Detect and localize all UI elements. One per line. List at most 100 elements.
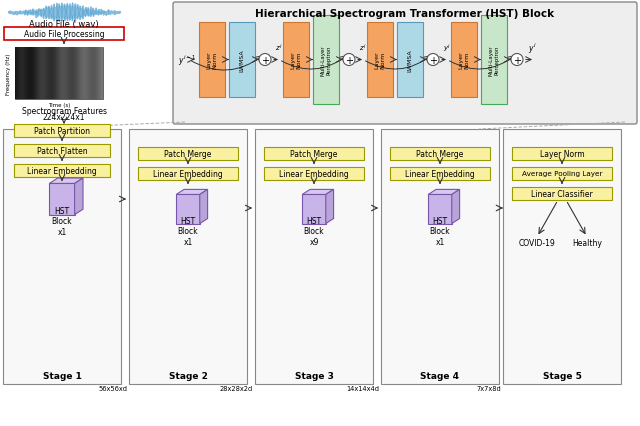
Bar — [512, 148, 612, 161]
Text: Stage 2: Stage 2 — [168, 371, 207, 380]
Bar — [313, 16, 339, 105]
Bar — [49, 48, 50, 100]
Bar — [56, 48, 57, 100]
Bar — [199, 23, 225, 98]
Bar — [129, 130, 247, 384]
Text: Stage 1: Stage 1 — [43, 371, 81, 380]
Bar — [22, 48, 23, 100]
Bar — [3, 130, 121, 384]
Text: Linear Classifier: Linear Classifier — [531, 190, 593, 199]
Text: +: + — [261, 55, 269, 65]
Bar — [94, 48, 95, 100]
Bar — [42, 48, 43, 100]
Circle shape — [343, 55, 355, 66]
Bar — [481, 16, 507, 105]
Bar — [176, 195, 200, 224]
Bar — [15, 48, 16, 100]
Text: 14x14x4d: 14x14x4d — [346, 385, 379, 391]
Bar — [390, 148, 490, 161]
Text: Linear Embedding: Linear Embedding — [153, 170, 223, 178]
Bar — [98, 48, 99, 100]
Bar — [84, 48, 85, 100]
Polygon shape — [326, 190, 333, 224]
Bar — [14, 145, 110, 158]
Bar — [30, 48, 31, 100]
Text: Layer
Norm: Layer Norm — [459, 52, 469, 69]
Bar — [264, 148, 364, 161]
Bar — [390, 167, 490, 181]
Bar — [96, 48, 97, 100]
Bar — [39, 48, 40, 100]
Bar — [55, 48, 56, 100]
Bar — [45, 48, 46, 100]
Bar — [34, 48, 35, 100]
Bar — [83, 48, 84, 100]
Bar — [65, 48, 66, 100]
Bar — [229, 23, 255, 98]
Bar — [24, 48, 25, 100]
Text: $z^{i}$: $z^{i}$ — [359, 43, 367, 54]
Polygon shape — [75, 178, 83, 215]
Bar — [33, 48, 34, 100]
Bar — [68, 48, 69, 100]
Bar — [70, 48, 71, 100]
Bar — [28, 48, 29, 100]
Bar — [428, 195, 452, 224]
Text: +: + — [345, 55, 353, 65]
Bar — [25, 48, 26, 100]
Text: Patch Merge: Patch Merge — [291, 150, 338, 158]
Bar — [512, 167, 612, 181]
Polygon shape — [428, 190, 460, 195]
Bar — [31, 48, 32, 100]
Bar — [63, 48, 64, 100]
Bar — [75, 48, 76, 100]
Bar — [72, 48, 73, 100]
Bar — [95, 48, 96, 100]
Bar — [79, 48, 80, 100]
Text: Patch Merge: Patch Merge — [416, 150, 464, 158]
Bar — [80, 48, 81, 100]
Text: 56x56xd: 56x56xd — [98, 385, 127, 391]
Text: Multi-Layer
Perceptron: Multi-Layer Perceptron — [321, 45, 332, 76]
Bar — [82, 48, 83, 100]
Bar — [90, 48, 91, 100]
Bar — [14, 125, 110, 138]
Bar — [50, 48, 51, 100]
Text: Hierarchical Spectrogram Transformer (HST) Block: Hierarchical Spectrogram Transformer (HS… — [255, 9, 555, 19]
Bar — [69, 48, 70, 100]
Circle shape — [427, 55, 439, 66]
Bar — [381, 130, 499, 384]
Text: Audio File Processing: Audio File Processing — [24, 30, 104, 39]
Bar — [88, 48, 89, 100]
Bar — [74, 48, 75, 100]
Bar — [99, 48, 100, 100]
Text: +: + — [429, 55, 437, 65]
Bar — [23, 48, 24, 100]
Bar — [46, 48, 47, 100]
Text: Layer Norm: Layer Norm — [540, 150, 584, 158]
Text: Stage 5: Stage 5 — [543, 371, 581, 380]
Text: HST
Block
x1: HST Block x1 — [52, 207, 72, 236]
Bar — [255, 130, 373, 384]
Text: Frequency (Hz): Frequency (Hz) — [6, 53, 12, 95]
Text: Layer
Norm: Layer Norm — [291, 52, 301, 69]
Bar — [48, 48, 49, 100]
Text: $z^{i}$: $z^{i}$ — [275, 43, 283, 54]
Bar — [93, 48, 94, 100]
Bar — [29, 48, 30, 100]
Bar — [89, 48, 90, 100]
Bar — [14, 164, 110, 178]
Bar — [367, 23, 393, 98]
Text: Linear Embedding: Linear Embedding — [405, 170, 475, 178]
Bar — [26, 48, 27, 100]
Text: 7x7x8d: 7x7x8d — [476, 385, 501, 391]
Bar — [27, 48, 28, 100]
Bar — [101, 48, 102, 100]
Bar — [102, 48, 103, 100]
Bar — [37, 48, 38, 100]
Bar — [49, 184, 75, 215]
Bar — [47, 48, 48, 100]
Bar — [35, 48, 36, 100]
Bar — [87, 48, 88, 100]
Text: HST
Block
x1: HST Block x1 — [178, 216, 198, 246]
